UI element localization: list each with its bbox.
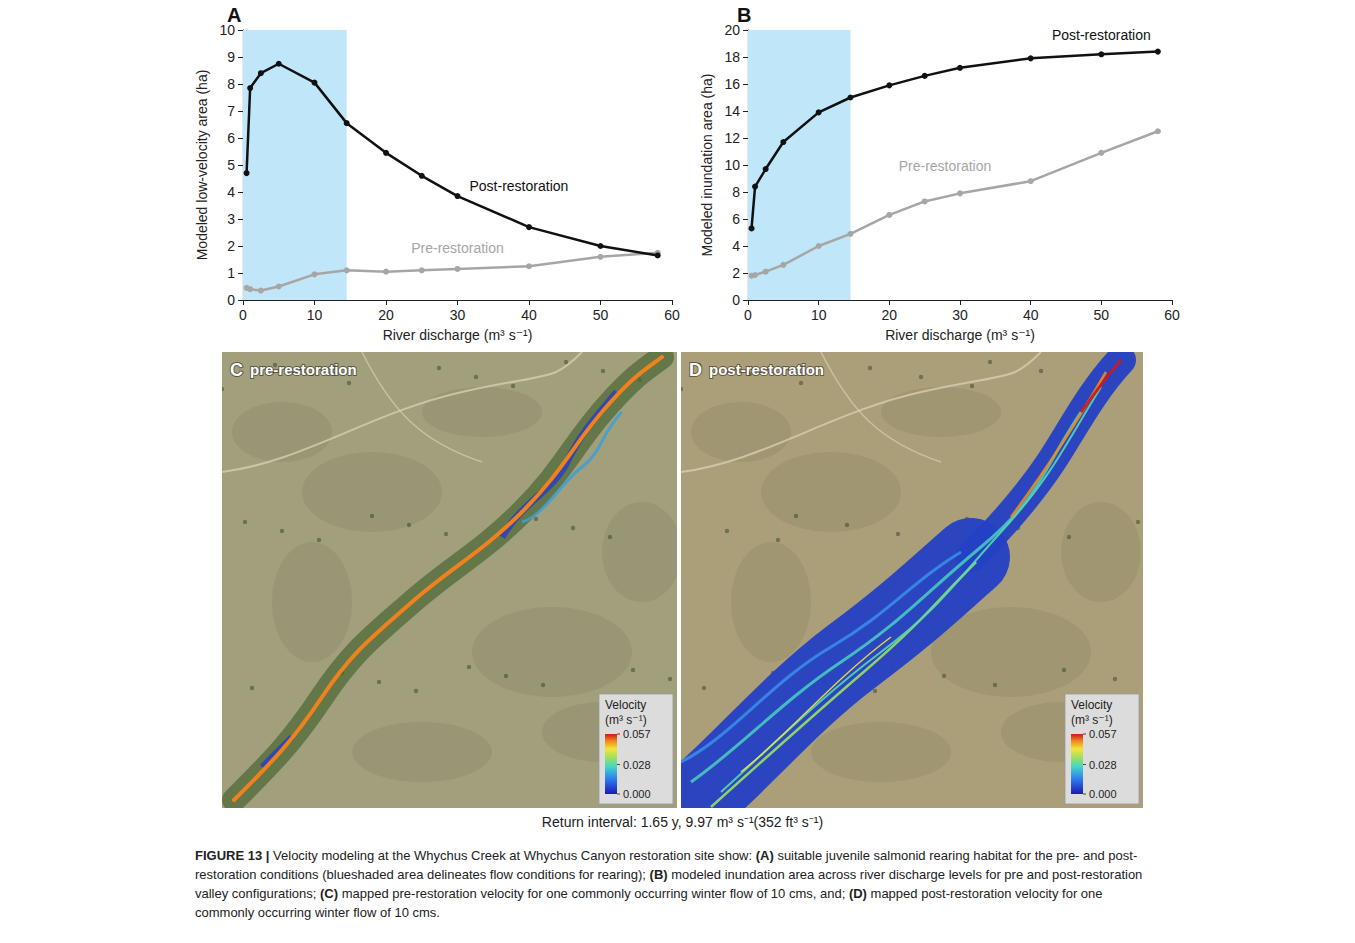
svg-text:Post-restoration: Post-restoration	[470, 178, 569, 194]
svg-text:0.028: 0.028	[623, 759, 651, 771]
svg-text:0: 0	[732, 292, 740, 308]
svg-text:60: 60	[664, 307, 680, 323]
html-text:FIGURE 13 | Velocity modeling: FIGURE 13 | Velocity modeling at the Why…	[195, 848, 1143, 920]
svg-text:Pre-restoration: Pre-restoration	[411, 240, 504, 256]
svg-text:0.028: 0.028	[1089, 759, 1117, 771]
svg-text:River discharge (m³ s⁻¹): River discharge (m³ s⁻¹)	[383, 327, 533, 343]
svg-text:0: 0	[239, 307, 247, 323]
svg-text:Pre-restoration: Pre-restoration	[899, 158, 992, 174]
svg-text:(m³ s⁻¹): (m³ s⁻¹)	[1071, 713, 1113, 727]
svg-text:pre-restoration: pre-restoration	[250, 361, 357, 378]
svg-text:River discharge (m³ s⁻¹): River discharge (m³ s⁻¹)	[885, 327, 1035, 343]
svg-text:10: 10	[811, 307, 827, 323]
svg-text:(m³ s⁻¹): (m³ s⁻¹)	[605, 713, 647, 727]
svg-text:Velocity: Velocity	[605, 698, 646, 712]
svg-text:0: 0	[227, 292, 235, 308]
svg-text:10: 10	[219, 22, 235, 38]
svg-text:post-restoration: post-restoration	[709, 361, 824, 378]
svg-text:6: 6	[227, 130, 235, 146]
svg-text:2: 2	[732, 265, 740, 281]
svg-text:20: 20	[378, 307, 394, 323]
svg-text:50: 50	[1094, 307, 1110, 323]
svg-text:20: 20	[882, 307, 898, 323]
svg-text:20: 20	[724, 22, 740, 38]
svg-text:D: D	[689, 360, 702, 380]
svg-text:0.057: 0.057	[623, 728, 651, 740]
svg-text:0: 0	[744, 307, 752, 323]
svg-text:Modeled inundation area (ha): Modeled inundation area (ha)	[699, 74, 715, 257]
svg-text:0.057: 0.057	[1089, 728, 1117, 740]
svg-text:0.000: 0.000	[623, 788, 651, 800]
html-text:Return interval: 1.65 y, 9.97: Return interval: 1.65 y, 9.97 m³ s⁻¹(352…	[541, 814, 824, 830]
svg-text:5: 5	[227, 157, 235, 173]
svg-text:4: 4	[732, 238, 740, 254]
svg-text:1: 1	[227, 265, 235, 281]
svg-text:4: 4	[227, 184, 235, 200]
svg-text:3: 3	[227, 211, 235, 227]
svg-text:7: 7	[227, 103, 235, 119]
svg-text:2: 2	[227, 238, 235, 254]
svg-text:Post-restoration: Post-restoration	[1052, 27, 1151, 43]
svg-text:12: 12	[724, 130, 740, 146]
svg-text:Modeled low-velocity area (ha): Modeled low-velocity area (ha)	[194, 70, 210, 261]
svg-text:8: 8	[732, 184, 740, 200]
svg-text:16: 16	[724, 76, 740, 92]
svg-text:40: 40	[1023, 307, 1039, 323]
svg-text:60: 60	[1164, 307, 1180, 323]
svg-text:30: 30	[952, 307, 968, 323]
svg-text:C: C	[230, 360, 243, 380]
svg-text:A: A	[227, 4, 241, 26]
svg-text:50: 50	[593, 307, 609, 323]
svg-text:10: 10	[724, 157, 740, 173]
svg-text:8: 8	[227, 76, 235, 92]
svg-text:14: 14	[724, 103, 740, 119]
svg-text:0.000: 0.000	[1089, 788, 1117, 800]
svg-text:18: 18	[724, 49, 740, 65]
svg-text:6: 6	[732, 211, 740, 227]
svg-text:B: B	[737, 4, 751, 26]
svg-text:Velocity: Velocity	[1071, 698, 1112, 712]
svg-text:10: 10	[307, 307, 323, 323]
svg-text:9: 9	[227, 49, 235, 65]
svg-text:40: 40	[521, 307, 537, 323]
svg-text:30: 30	[450, 307, 466, 323]
